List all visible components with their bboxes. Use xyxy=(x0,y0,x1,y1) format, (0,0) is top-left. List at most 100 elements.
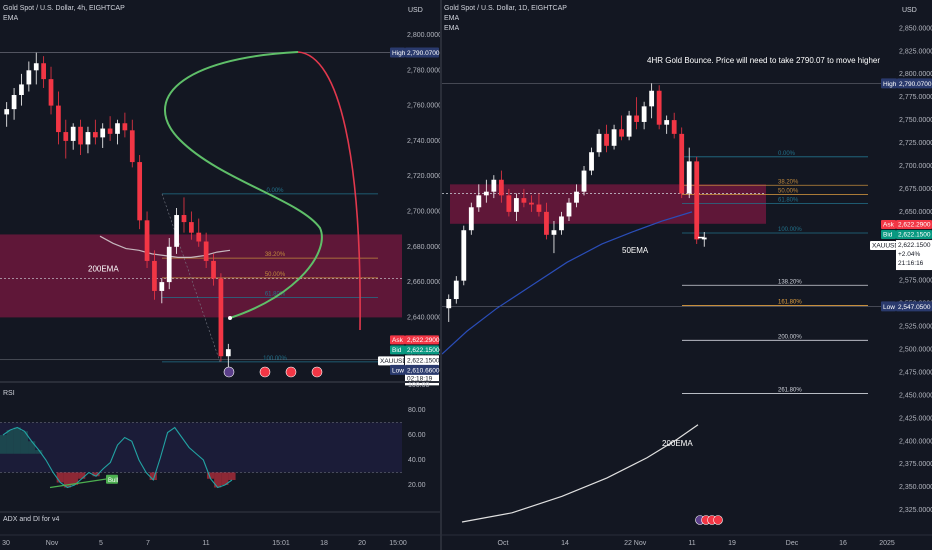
y-tick-1d: 2,500.0000 xyxy=(899,346,932,353)
fib-label-4h: 100.00% xyxy=(263,356,287,362)
flag-icon[interactable] xyxy=(259,366,271,378)
flag-icon[interactable] xyxy=(285,366,297,378)
x-tick-4h: 11 xyxy=(202,540,209,547)
chart-pane-4h[interactable]: 0.00% 38.20% 50.00% 61.80% 100.00% 200EMA 2,80… xyxy=(0,0,442,550)
candle-body-4h xyxy=(211,260,216,279)
chart-4h-svg[interactable]: 0.00% 38.20% 50.00% 61.80% 100.00% 200EMA 2,80… xyxy=(0,0,440,550)
rsi-bull-badge: Bull xyxy=(108,478,118,484)
candle-body-4h xyxy=(137,162,143,221)
bid-tag-1d: Bid xyxy=(883,232,893,239)
x-tick-1d: Dec xyxy=(786,540,799,547)
x-tick-4h: 20 xyxy=(358,540,366,547)
y-tick-1d: 2,750.0000 xyxy=(899,117,932,124)
y-tick-4h: 2,700.0000 xyxy=(407,209,440,216)
rsi-oversold-fill xyxy=(78,472,86,479)
ask-price-1d-bg xyxy=(896,220,932,230)
candle-body-1d xyxy=(513,198,519,212)
fib-label-1d: 38.20% xyxy=(778,179,799,185)
fib-label-1d: 138.20% xyxy=(778,279,802,285)
chart-pane-1d[interactable]: 0.00% 38.20% 50.00% 61.80% 100.00% 138.20% 161… xyxy=(442,0,932,550)
rsi-oversold-fill xyxy=(70,472,79,485)
candle-body-4h xyxy=(181,215,187,223)
candle-body-1d xyxy=(559,216,564,231)
bid-price-4h-bg xyxy=(405,345,439,355)
fib-label-1d: 200.00% xyxy=(778,334,802,340)
rsi-oversold-fill xyxy=(214,472,222,488)
candle-body-4h xyxy=(85,132,91,145)
ema50-annotation: 50EMA xyxy=(622,246,649,255)
chart-4h-ema-indicator[interactable]: EMA xyxy=(3,15,19,22)
adx-label: ADX and DI for v4 xyxy=(3,516,60,523)
fib-label-1d: 0.00% xyxy=(778,151,796,157)
low-price-1d-bg xyxy=(896,301,932,312)
candle-body-1d xyxy=(551,230,557,235)
candle-body-1d xyxy=(461,230,467,281)
candle-body-1d xyxy=(453,280,459,300)
y-tick-4h: 2,740.0000 xyxy=(407,138,440,145)
candle-body-1d xyxy=(498,179,504,196)
candle-body-4h xyxy=(225,349,231,357)
candle-body-4h xyxy=(92,132,98,138)
low-price-4h-bg xyxy=(405,364,439,375)
chart-1d-ema-indicator-1[interactable]: EMA xyxy=(444,15,460,22)
candle-body-4h xyxy=(33,63,39,71)
candle-body-4h xyxy=(218,278,224,357)
candle-body-1d xyxy=(506,195,512,212)
y-tick-1d: 2,475.0000 xyxy=(899,369,932,376)
candle-body-4h xyxy=(152,260,157,291)
rsi-divergence-line xyxy=(49,478,109,489)
rsi-overbought-fill xyxy=(20,431,29,454)
symbol-tag-1d-bg xyxy=(870,241,896,251)
x-tick-1d: 2025 xyxy=(879,540,895,547)
x-tick-4h: 15:01 xyxy=(272,540,290,547)
chart-4h-currency[interactable]: USD xyxy=(408,7,423,14)
y-tick-1d: 2,350.0000 xyxy=(899,484,932,491)
rsi-y-tick: 20.00 xyxy=(408,482,426,489)
candle-body-4h xyxy=(26,70,32,85)
y-tick-1d: 2,400.0000 xyxy=(899,438,932,445)
candle-body-1d xyxy=(671,120,677,134)
candle-body-1d xyxy=(619,129,624,137)
candle-body-1d xyxy=(611,129,617,146)
y-tick-4h: 2,680.0000 xyxy=(407,244,440,251)
candle-body-1d xyxy=(491,179,497,192)
rsi-overbought-fill xyxy=(28,441,36,454)
y-tick-1d: 2,450.0000 xyxy=(899,392,932,399)
chart-4h-title: Gold Spot / U.S. Dollar, 4h, EIGHTCAP xyxy=(3,5,125,12)
flag-icon[interactable] xyxy=(311,366,323,378)
supply-zone-4h xyxy=(0,234,402,318)
candle-body-4h xyxy=(4,109,10,115)
ema200-line-1d xyxy=(461,424,699,523)
low-tag-1d-bg xyxy=(881,301,896,312)
flag-icon[interactable] xyxy=(713,515,723,525)
candle-body-1d xyxy=(686,161,692,194)
rsi-y-tick: 60.00 xyxy=(408,432,426,439)
x-tick-1d: 22 xyxy=(624,540,632,547)
candle-body-4h xyxy=(122,123,128,131)
candle-body-4h xyxy=(70,126,76,141)
rsi-oversold-fill xyxy=(221,472,229,485)
chart-1d-currency[interactable]: USD xyxy=(902,7,917,14)
candle-body-1d xyxy=(641,106,647,122)
lightning-icon[interactable] xyxy=(223,366,235,378)
low-price-4h: 2,610.6600 xyxy=(407,367,440,374)
rsi-oversold-fill xyxy=(56,472,64,483)
chart-1d-ema-indicator-2[interactable]: EMA xyxy=(444,25,460,32)
y-tick-1d: 2,650.0000 xyxy=(899,209,932,216)
x-tick-1d: Nov xyxy=(634,540,647,547)
fib-label-4h: 50.00% xyxy=(265,272,286,278)
bid-tag-1d-bg xyxy=(881,230,896,240)
projection-curve-red xyxy=(297,51,361,331)
fib-label-4h: 61.80% xyxy=(265,292,286,298)
candle-body-4h xyxy=(203,241,209,261)
high-tag-1d: High xyxy=(883,81,897,88)
x-tick-4h: 18 xyxy=(320,540,328,547)
y-tick-4h: 2,720.0000 xyxy=(407,173,440,180)
low-tag-1d: Low xyxy=(883,304,895,311)
candle-body-1d xyxy=(476,195,482,208)
fib-trend-line-4h xyxy=(161,193,221,362)
ask-price-4h-bg xyxy=(405,335,439,345)
y-tick-4h: 2,800.0000 xyxy=(407,32,440,39)
ask-tag-4h: Ask xyxy=(392,337,404,344)
chart-1d-svg[interactable]: 0.00%38.20%50.00%61.80%100.00%138.20%161… xyxy=(442,0,932,550)
